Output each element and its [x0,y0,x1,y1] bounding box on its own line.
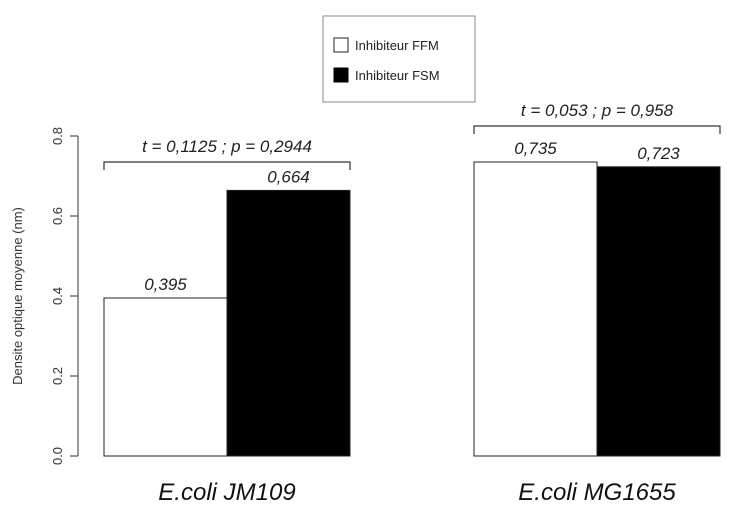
bracket-group-2: t = 0,053 ; p = 0,958 [473,101,721,134]
legend-label-fsm: Inhibiteur FSM [355,68,440,83]
y-tick-label: 0.4 [50,287,65,305]
legend: Inhibiteur FFM Inhibiteur FSM [322,15,476,103]
data-label-ffm-1: 0,735 [514,139,557,158]
bar-ffm-1 [473,161,598,457]
y-tick-label: 0.8 [50,127,65,145]
bar-ffm-0 [103,297,228,457]
data-label-fsm-0: 0,664 [267,167,310,186]
bracket-1 [103,161,351,170]
legend-box [322,15,476,103]
data-labels: 0,395 0,664 0,735 0,723 [144,139,680,294]
legend-swatch-ffm [333,37,349,53]
legend-label-ffm: Inhibiteur FFM [355,38,439,53]
legend-swatch-fsm [333,67,349,83]
y-axis-label: Densite optique moyenne (nm) [10,207,25,385]
y-axis: 0.0 0.2 0.4 0.6 0.8 Densite optique moyenne … [10,127,79,465]
annotation-2: t = 0,053 ; p = 0,958 [521,101,674,120]
y-tick-label: 0.2 [50,367,65,385]
bars [103,161,721,457]
bar-fsm-0 [226,189,351,457]
category-label-mg1655: E.coli MG1655 [518,479,676,506]
y-tick-label: 0.6 [50,207,65,225]
data-label-fsm-1: 0,723 [637,144,680,163]
data-label-ffm-0: 0,395 [144,275,187,294]
bracket-group-1: t = 0,1125 ; p = 0,2944 [103,137,351,170]
y-ticks: 0.0 0.2 0.4 0.6 0.8 [50,127,78,465]
category-label-jm109: E.coli JM109 [158,479,295,506]
bar-fsm-1 [596,166,721,457]
bracket-2 [473,125,721,134]
annotation-1: t = 0,1125 ; p = 0,2944 [142,137,312,156]
y-tick-label: 0.0 [50,447,65,465]
